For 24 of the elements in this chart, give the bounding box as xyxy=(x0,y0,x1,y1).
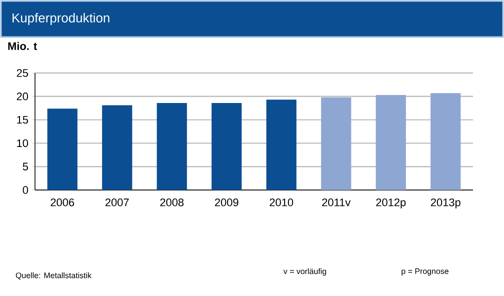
y-tick-label: 25 xyxy=(16,69,28,77)
bar xyxy=(376,94,406,190)
x-tick-label: 2012p xyxy=(376,198,406,208)
bar xyxy=(156,102,187,190)
y-tick-label: 10 xyxy=(17,139,28,148)
x-tick-label: 2009 xyxy=(214,198,238,206)
x-tick-label: 2007 xyxy=(105,198,129,206)
x-tick-label: 2010 xyxy=(270,198,294,206)
bar xyxy=(266,100,296,190)
y-tick-label: 20 xyxy=(16,92,28,100)
x-tick-label: 2013p xyxy=(430,198,460,208)
bar xyxy=(102,105,132,190)
y-tick-label: 5 xyxy=(22,162,28,170)
bar xyxy=(430,93,461,190)
x-tick-label: 2011v xyxy=(322,198,351,206)
x-tick-label: 2006 xyxy=(50,198,74,206)
bar xyxy=(47,108,78,190)
x-tick-label: 2008 xyxy=(160,198,184,206)
y-axis-title: Mio. t xyxy=(8,42,38,50)
y-tick-label: 15 xyxy=(17,116,28,124)
bar xyxy=(321,97,352,190)
chart-title: Kupferproduktion xyxy=(12,12,110,26)
bar xyxy=(212,102,242,190)
y-tick-label: 0 xyxy=(22,186,28,194)
